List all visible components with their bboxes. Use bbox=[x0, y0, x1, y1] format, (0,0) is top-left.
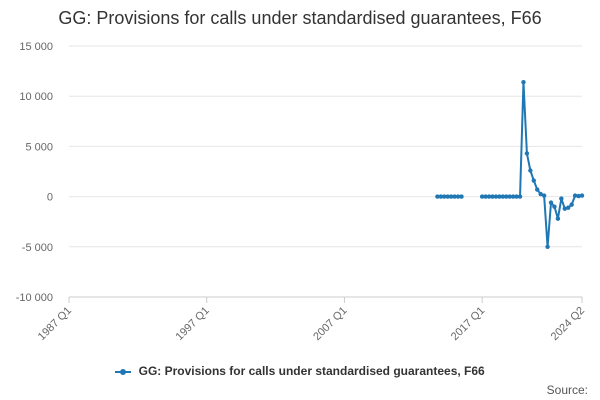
data-point bbox=[445, 194, 450, 199]
x-tick-label: 1987 Q1 bbox=[36, 305, 74, 343]
y-tick-label: 5 000 bbox=[25, 141, 53, 153]
grid-lines bbox=[69, 45, 582, 298]
data-point bbox=[504, 194, 509, 199]
x-tick-label: 1997 Q1 bbox=[174, 305, 212, 343]
x-tick-label: 2024 Q2 bbox=[549, 305, 587, 343]
data-point bbox=[559, 196, 564, 201]
data-point bbox=[538, 191, 543, 197]
y-tick-label: -10 000 bbox=[16, 292, 53, 304]
data-point bbox=[514, 194, 519, 199]
data-point bbox=[535, 187, 540, 192]
data-point bbox=[579, 193, 585, 198]
y-tick-label: 0 bbox=[47, 192, 53, 204]
data-point bbox=[562, 206, 567, 211]
data-point bbox=[552, 204, 557, 209]
data-point bbox=[528, 168, 533, 173]
series-line-layer bbox=[435, 79, 585, 249]
legend-label: GG: Provisions for calls under standardi… bbox=[138, 364, 485, 378]
data-point bbox=[545, 244, 550, 249]
data-point bbox=[541, 193, 547, 198]
data-point bbox=[521, 79, 526, 85]
data-point bbox=[507, 194, 512, 199]
data-point bbox=[442, 194, 447, 199]
source-label: Source: bbox=[546, 383, 588, 397]
data-point bbox=[483, 194, 488, 199]
legend-marker-icon bbox=[115, 368, 132, 376]
data-point bbox=[497, 194, 502, 199]
legend[interactable]: GG: Provisions for calls under standardi… bbox=[0, 364, 600, 378]
x-tick-label: 2017 Q1 bbox=[449, 305, 487, 343]
y-tick-label: 10 000 bbox=[19, 91, 53, 103]
y-axis: 15 000 10 000 5 000 0 -5 000 -10 000 bbox=[16, 41, 53, 304]
y-tick-label: 15 000 bbox=[19, 41, 53, 53]
data-point bbox=[510, 194, 516, 199]
x-tick-label: 2007 Q1 bbox=[311, 305, 349, 343]
y-tick-label: -5 000 bbox=[22, 242, 53, 254]
data-point bbox=[448, 194, 454, 199]
data-point bbox=[500, 194, 506, 199]
series-line bbox=[482, 81, 583, 248]
data-point bbox=[459, 194, 464, 199]
data-point bbox=[517, 194, 523, 199]
data-point bbox=[569, 202, 574, 207]
data-point bbox=[531, 178, 536, 183]
data-point bbox=[572, 193, 578, 198]
data-point bbox=[555, 216, 561, 221]
x-axis: 1987 Q1 1997 Q1 2007 Q1 2017 Q1 2024 Q2 bbox=[36, 297, 587, 343]
data-point bbox=[566, 205, 571, 210]
data-point bbox=[490, 194, 495, 199]
data-point bbox=[486, 194, 492, 199]
data-point bbox=[479, 194, 485, 199]
data-point bbox=[455, 194, 461, 199]
data-point bbox=[435, 194, 440, 199]
chart-title: GG: Provisions for calls under standardi… bbox=[58, 8, 542, 28]
data-point bbox=[438, 194, 444, 199]
data-point bbox=[576, 193, 581, 199]
data-point bbox=[452, 194, 457, 199]
data-point bbox=[548, 200, 554, 205]
data-point bbox=[493, 194, 499, 199]
data-point bbox=[524, 151, 530, 156]
